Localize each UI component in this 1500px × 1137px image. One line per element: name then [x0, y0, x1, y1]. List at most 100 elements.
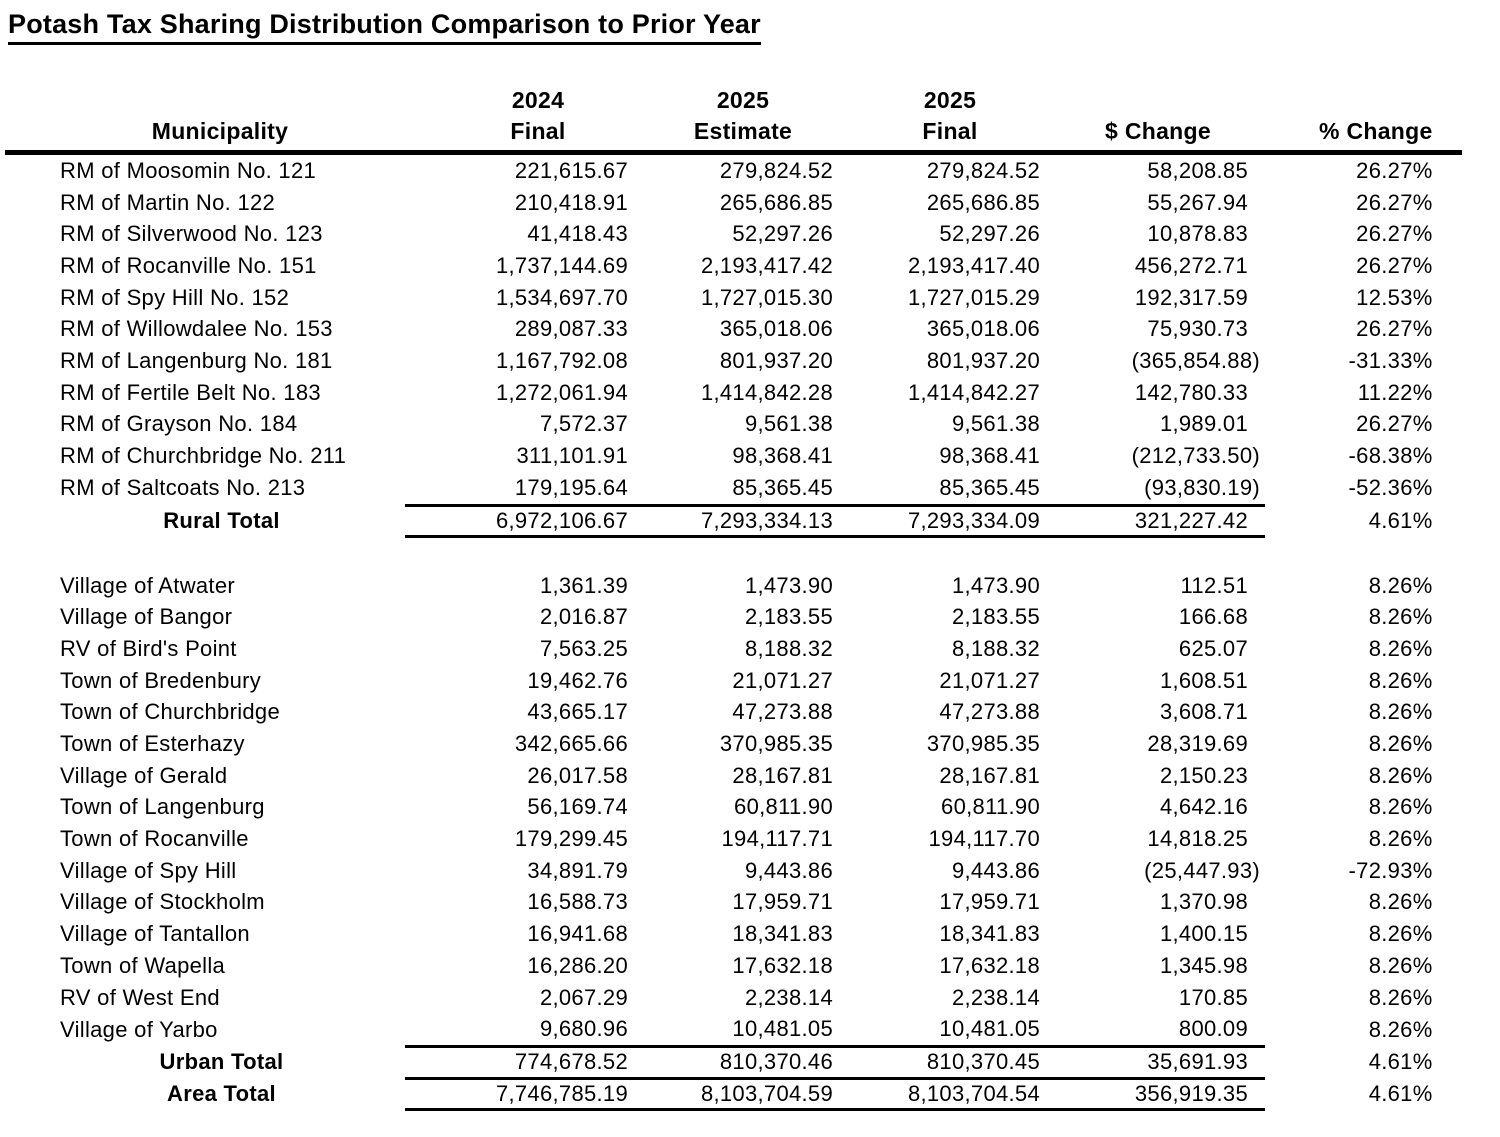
table-row: RM of Saltcoats No. 213 179,195.64 85,365.…	[8, 472, 1433, 505]
municipality-cell: Town of Wapella	[60, 952, 226, 978]
value-cell: 4,642.16	[1159, 794, 1248, 820]
value-cell: 26.27%	[1356, 189, 1433, 215]
value-cell: 2,238.14	[951, 984, 1040, 1010]
municipality-cell: Village of Tantallon	[60, 921, 250, 947]
table-row: Town of Wapella 16,286.20 17,632.18 17,632.…	[8, 950, 1433, 982]
value-cell: 810,370.45	[833, 1045, 1040, 1080]
value-cell: 1,272,061.94	[495, 379, 628, 405]
municipality-cell: RM of Silverwood No. 123	[60, 221, 323, 247]
table-row: RM of Grayson No. 184 7,572.37 9,561.38 9,5…	[8, 409, 1433, 441]
value-cell: 26.27%	[1356, 157, 1433, 183]
table-body: RM of Moosomin No. 121 221,615.67 279,824.…	[8, 155, 1433, 1112]
value-cell: 279,824.52	[719, 157, 833, 183]
tax-sharing-table: Municipality 2024 Final 2025 Estimate 20…	[8, 78, 1433, 1112]
table-row: Village of Bangor 2,016.87 2,183.55 2,183.5…	[8, 601, 1433, 633]
value-cell: 8,188.32	[744, 635, 833, 661]
value-cell: 8,103,704.59	[628, 1076, 833, 1112]
value-cell: 321,227.42	[1040, 503, 1265, 539]
value-cell: 98,368.41	[732, 443, 833, 469]
value-cell: 7,293,334.09	[833, 503, 1040, 539]
value-cell: 17,959.71	[939, 889, 1040, 915]
value-cell: 52,297.26	[732, 221, 833, 247]
municipality-cell: Village of Gerald	[60, 762, 228, 788]
value-cell: 8,188.32	[951, 635, 1040, 661]
value-cell: 10,481.05	[939, 1016, 1040, 1042]
value-cell: 265,686.85	[719, 189, 833, 215]
value-cell: 47,273.88	[939, 699, 1040, 725]
value-cell: 10,878.83	[1147, 221, 1248, 247]
municipality-cell: Town of Langenburg	[60, 794, 265, 820]
value-cell: 365,018.06	[719, 316, 833, 342]
value-cell: 2,183.55	[951, 604, 1040, 630]
table-row: RM of Martin No. 122 210,418.91 265,686.85…	[8, 187, 1433, 219]
value-cell: 8.26%	[1368, 952, 1433, 978]
value-cell: 26.27%	[1356, 316, 1433, 342]
value-cell: 4.61%	[1368, 1049, 1433, 1075]
value-cell: 3,608.71	[1159, 699, 1248, 725]
table-row: RM of Willowdalee No. 153 289,087.33 365,0…	[8, 313, 1433, 345]
column-header-2025-estimate: 2025 Estimate	[628, 78, 833, 155]
table-row: Village of Spy Hill 34,891.79 9,443.86 9,44…	[8, 855, 1433, 887]
table-row: RM of Silverwood No. 123 41,418.43 52,297.…	[8, 218, 1433, 250]
value-cell: 774,678.52	[405, 1045, 628, 1080]
table-row: RV of Bird's Point 7,563.25 8,188.32 8,188.…	[8, 633, 1433, 665]
municipality-cell: Town of Esterhazy	[60, 731, 245, 757]
table-row: Town of Churchbridge 43,665.17 47,273.88 47…	[8, 697, 1433, 729]
table-row: RM of Rocanville No. 151 1,737,144.69 2,19…	[8, 250, 1433, 282]
value-cell: 311,101.91	[516, 443, 628, 469]
value-cell: 210,418.91	[514, 189, 628, 215]
header-row: Municipality 2024 Final 2025 Estimate 20…	[8, 78, 1433, 155]
value-cell: 17,959.71	[732, 889, 833, 915]
value-cell: 18,341.83	[732, 921, 833, 947]
value-cell: 47,273.88	[732, 699, 833, 725]
value-cell: 456,272.71	[1134, 252, 1248, 278]
value-cell: 2,193,417.42	[700, 252, 833, 278]
value-cell: 1,608.51	[1159, 667, 1248, 693]
value-cell: -31.33%	[1348, 347, 1433, 373]
value-cell: 265,686.85	[926, 189, 1040, 215]
value-cell: 14,818.25	[1147, 826, 1248, 852]
value-cell: 8.26%	[1368, 889, 1433, 915]
table-row: RM of Spy Hill No. 152 1,534,697.70 1,727,…	[8, 282, 1433, 314]
value-cell: 8.26%	[1368, 1016, 1433, 1042]
value-cell: 8.26%	[1368, 572, 1433, 598]
municipality-cell: Town of Bredenbury	[60, 667, 262, 693]
spacer-row	[8, 537, 1433, 570]
municipality-cell: RM of Langenburg No. 181	[60, 347, 333, 373]
value-cell: 9,443.86	[951, 857, 1040, 883]
value-cell: 1,400.15	[1159, 921, 1248, 947]
header-bottom-line: Final	[510, 118, 566, 144]
value-cell: 2,238.14	[744, 984, 833, 1010]
value-cell: 26.27%	[1356, 221, 1433, 247]
table-row: Town of Esterhazy 342,665.66 370,985.35 370…	[8, 728, 1433, 760]
municipality-cell: RM of Spy Hill No. 152	[60, 284, 290, 310]
total-label-cell: Urban Total	[159, 1049, 284, 1075]
value-cell: 9,561.38	[744, 411, 833, 437]
value-cell: 17,632.18	[939, 952, 1040, 978]
total-label-cell: Rural Total	[163, 507, 280, 533]
value-cell: 1,737,144.69	[495, 252, 628, 278]
total-row: Urban Total 774,678.52 810,370.46 810,370.4…	[8, 1045, 1433, 1080]
municipality-cell: RM of Willowdalee No. 153	[60, 316, 333, 342]
value-cell: 179,195.64	[514, 474, 628, 500]
header-bottom-line: Estimate	[693, 118, 793, 144]
value-cell: 194,117.70	[928, 826, 1040, 852]
value-cell: 279,824.52	[926, 157, 1040, 183]
value-cell: 1,414,842.27	[907, 379, 1040, 405]
municipality-cell: RM of Fertile Belt No. 183	[60, 379, 321, 405]
municipality-cell: RM of Saltcoats No. 213	[60, 475, 306, 501]
value-cell: 43,665.17	[527, 699, 628, 725]
value-cell: 1,473.90	[744, 572, 833, 598]
value-cell: 1,727,015.29	[907, 284, 1040, 310]
value-cell: 16,941.68	[527, 921, 628, 947]
header-divider-rule	[5, 150, 1462, 155]
header-bottom-line: Municipality	[151, 118, 289, 144]
value-cell: 289,087.33	[514, 316, 628, 342]
value-cell: (365,854.88)	[1131, 347, 1260, 373]
table-row: Village of Tantallon 16,941.68 18,341.83 18…	[8, 918, 1433, 950]
column-header-2024-final: 2024 Final	[405, 78, 628, 155]
table-row: Town of Langenburg 56,169.74 60,811.90 60,8…	[8, 792, 1433, 824]
column-header-percent-change: % Change	[1265, 78, 1433, 155]
header-top-line: 2024	[511, 87, 565, 113]
